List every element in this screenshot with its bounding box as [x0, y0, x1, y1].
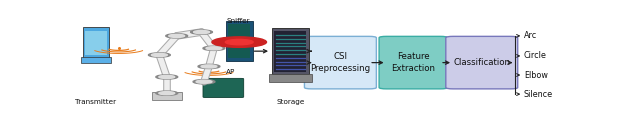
FancyBboxPatch shape [272, 28, 308, 74]
Text: Transmitter: Transmitter [76, 99, 116, 105]
Text: AP: AP [226, 69, 235, 75]
FancyBboxPatch shape [226, 21, 253, 61]
Circle shape [156, 91, 178, 95]
Circle shape [198, 64, 220, 69]
FancyBboxPatch shape [203, 78, 244, 97]
Text: Feature
Extraction: Feature Extraction [391, 52, 435, 73]
FancyBboxPatch shape [446, 36, 518, 89]
FancyBboxPatch shape [86, 31, 108, 55]
Circle shape [225, 39, 253, 45]
FancyBboxPatch shape [379, 36, 447, 89]
Circle shape [193, 31, 209, 34]
Circle shape [169, 34, 185, 37]
FancyBboxPatch shape [305, 36, 376, 89]
Circle shape [166, 34, 188, 38]
Circle shape [191, 30, 212, 34]
Text: Arc: Arc [524, 31, 537, 40]
Circle shape [196, 80, 212, 83]
Circle shape [152, 53, 167, 57]
Circle shape [159, 92, 175, 95]
Text: Sniffer: Sniffer [227, 18, 250, 24]
Text: CSI
Preprocessing: CSI Preprocessing [310, 52, 371, 73]
Circle shape [203, 46, 225, 50]
FancyBboxPatch shape [83, 27, 109, 58]
Circle shape [148, 53, 170, 57]
FancyBboxPatch shape [228, 24, 250, 58]
Text: Storage: Storage [276, 99, 305, 105]
FancyBboxPatch shape [269, 74, 312, 82]
Circle shape [206, 47, 222, 50]
Circle shape [193, 80, 215, 84]
Circle shape [159, 75, 175, 78]
Text: Elbow: Elbow [524, 71, 548, 79]
FancyBboxPatch shape [81, 57, 111, 63]
Circle shape [201, 65, 217, 68]
Text: Silence: Silence [524, 90, 553, 99]
Circle shape [212, 37, 266, 47]
FancyBboxPatch shape [152, 92, 182, 100]
Circle shape [156, 75, 178, 79]
Text: Classification: Classification [453, 58, 510, 67]
FancyBboxPatch shape [275, 31, 306, 72]
Text: Circle: Circle [524, 51, 547, 60]
